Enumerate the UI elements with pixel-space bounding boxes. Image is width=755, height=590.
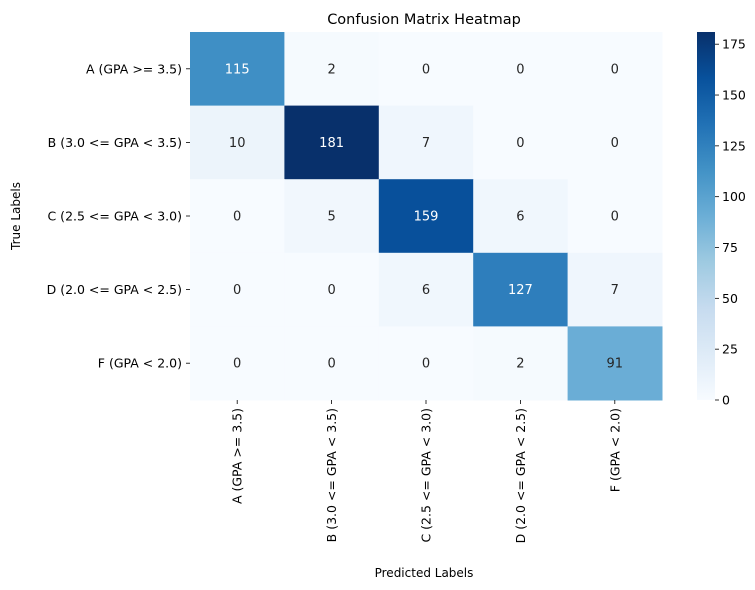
cell-value-label: 0 (233, 210, 241, 225)
cell-value-label: 0 (516, 136, 524, 151)
heatmap-cell (567, 326, 663, 401)
colorbar-tick-label: 150 (722, 88, 746, 103)
heatmap-cell (378, 32, 474, 107)
heatmap-cell (473, 326, 569, 401)
cell-value-label: 2 (327, 62, 335, 77)
heatmap-cell (378, 252, 474, 327)
heatmap-cell (567, 32, 663, 107)
cell-value-label: 0 (611, 136, 619, 151)
chart-title: Confusion Matrix Heatmap (327, 12, 521, 28)
x-tick-label: A (GPA >= 3.5) (230, 408, 245, 504)
heatmap-cell (567, 252, 663, 327)
cell-value-label: 0 (422, 357, 430, 372)
heatmap-cell (284, 32, 380, 107)
colorbar-tick-label: 50 (722, 291, 738, 306)
heatmap-cells (190, 32, 663, 401)
cell-value-label: 7 (422, 136, 430, 151)
heatmap-cell (284, 179, 380, 254)
heatmap-cell (473, 105, 569, 180)
heatmap-cell-labels: 115 2 0 0 0 10 181 7 0 0 0 5 159 6 0 0 0 6 127 7 0 0 0 2 91 (225, 62, 623, 371)
cell-value-label: 127 (508, 283, 533, 298)
colorbar-tick-label: 25 (722, 342, 738, 357)
cell-value-label: 91 (607, 357, 624, 372)
heatmap-cell (473, 179, 569, 254)
x-tick-label: B (3.0 <= GPA < 3.5) (324, 408, 339, 542)
cell-value-label: 6 (516, 210, 524, 225)
cell-value-label: 0 (327, 283, 335, 298)
heatmap-cell (378, 179, 474, 254)
y-tick-label: D (2.0 <= GPA < 2.5) (47, 282, 182, 297)
heatmap-cell (567, 105, 663, 180)
cell-value-label: 7 (611, 283, 619, 298)
y-axis-label: True Labels (9, 182, 23, 251)
colorbar-tick-label: 125 (722, 138, 746, 153)
cell-value-label: 0 (233, 283, 241, 298)
y-tick-label: B (3.0 <= GPA < 3.5) (48, 135, 182, 150)
heatmap-cell (284, 105, 380, 180)
heatmap-cell (473, 252, 569, 327)
heatmap-cell (190, 326, 285, 401)
cell-value-label: 159 (414, 210, 439, 225)
y-tick-labels: A (GPA >= 3.5) B (3.0 <= GPA < 3.5) C (2.5… (47, 61, 190, 371)
cell-value-label: 0 (233, 357, 241, 372)
heatmap-cell (190, 105, 285, 180)
heatmap-cell (284, 326, 380, 401)
heatmap-cell (473, 32, 569, 107)
cell-value-label: 0 (327, 357, 335, 372)
cell-value-label: 6 (422, 283, 430, 298)
cell-value-label: 0 (422, 62, 430, 77)
y-tick-label: A (GPA >= 3.5) (86, 61, 182, 76)
y-tick-label: C (2.5 <= GPA < 3.0) (47, 209, 182, 224)
x-tick-label: D (2.0 <= GPA < 2.5) (513, 408, 528, 543)
colorbar: 0 25 50 75 100 125 150 175 (697, 32, 746, 408)
cell-value-label: 0 (516, 62, 524, 77)
x-axis-label: Predicted Labels (375, 566, 474, 580)
colorbar-gradient (697, 32, 715, 400)
colorbar-tick-label: 100 (722, 189, 746, 204)
cell-value-label: 115 (225, 62, 250, 77)
heatmap-cell (190, 179, 285, 254)
cell-value-label: 10 (229, 136, 246, 151)
colorbar-tick-label: 75 (722, 240, 738, 255)
x-tick-label: C (2.5 <= GPA < 3.0) (419, 408, 434, 543)
cell-value-label: 5 (327, 210, 335, 225)
colorbar-tick-label: 0 (722, 393, 730, 408)
heatmap-cell (378, 105, 474, 180)
cell-value-label: 0 (611, 210, 619, 225)
heatmap-cell (190, 32, 285, 107)
cell-value-label: 181 (319, 136, 344, 151)
heatmap-cell (378, 326, 474, 401)
cell-value-label: 2 (516, 357, 524, 372)
colorbar-tick-label: 175 (722, 37, 746, 52)
cell-value-label: 0 (611, 62, 619, 77)
heatmap-cell (567, 179, 663, 254)
heatmap-cell (284, 252, 380, 327)
x-tick-label: F (GPA < 2.0) (607, 408, 622, 492)
x-tick-labels: A (GPA >= 3.5) B (3.0 <= GPA < 3.5) C (2.5… (230, 400, 622, 543)
heatmap-cell (190, 252, 285, 327)
y-tick-label: F (GPA < 2.0) (98, 356, 182, 371)
